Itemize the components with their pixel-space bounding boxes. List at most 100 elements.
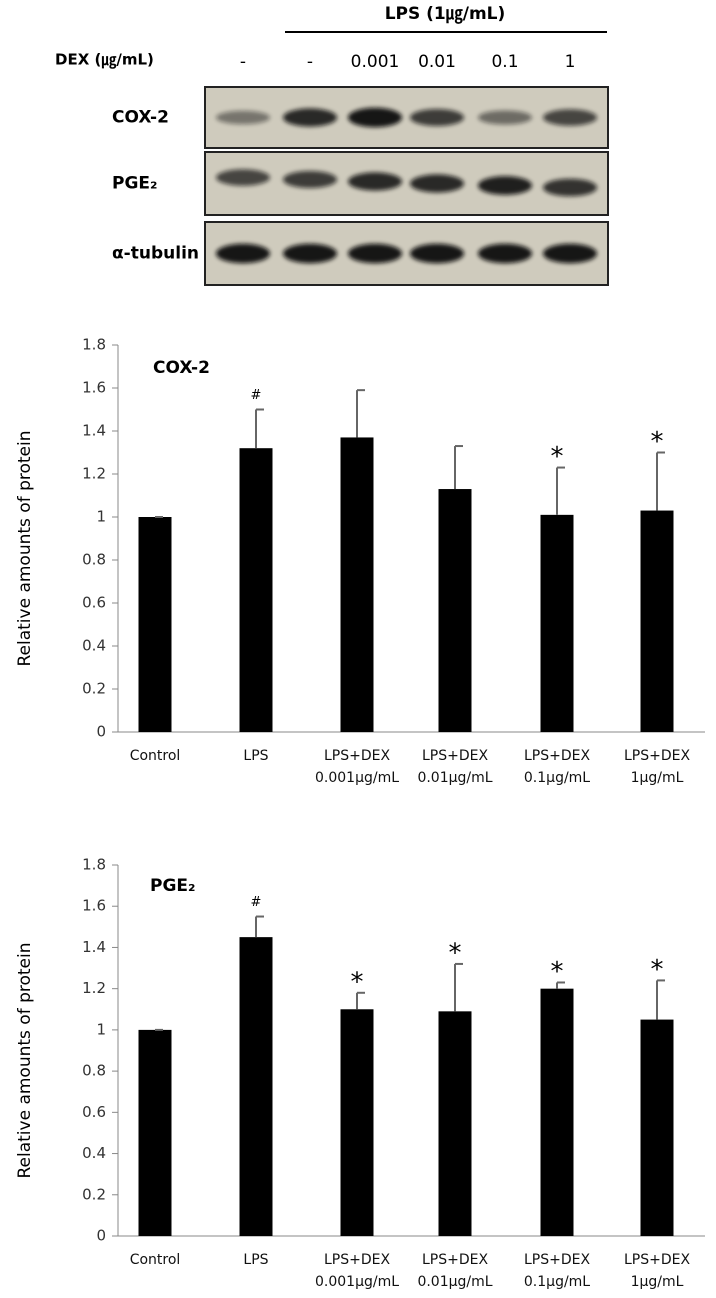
x-tick-label-line: Control (130, 1252, 181, 1268)
x-tick-label-line: 0.01μg/mL (417, 770, 492, 786)
blot-row-label: PGE₂ (112, 174, 157, 194)
x-tick-label-line: LPS+DEX (524, 748, 590, 764)
blot-band (410, 109, 464, 126)
blot-band (543, 243, 597, 264)
blot-band (216, 110, 270, 125)
x-tick-label-line: LPS (243, 748, 268, 764)
bar (340, 437, 374, 732)
x-tick-label-line: LPS+DEX (524, 1252, 590, 1268)
blot-band (216, 169, 270, 186)
blot-panel (204, 151, 609, 216)
dose-label: 1 (565, 52, 576, 72)
y-tick-label: 1 (96, 1020, 106, 1038)
significance-mark: # (251, 895, 262, 910)
significance-mark: * (651, 427, 664, 457)
blot-row-label: COX-2 (112, 108, 169, 128)
y-tick-label: 0.4 (82, 637, 106, 655)
y-tick-label: 0 (96, 1227, 106, 1245)
significance-mark: * (351, 967, 364, 997)
bar (340, 1009, 374, 1236)
blot-band (348, 107, 402, 128)
y-tick-label: 0.8 (82, 1062, 106, 1080)
x-tick-label-line: Control (130, 748, 181, 764)
dose-label: 0.1 (491, 52, 518, 72)
significance-mark: * (551, 442, 564, 472)
blot-panel (204, 221, 609, 286)
blot-band (216, 243, 270, 264)
x-tick-label-line: 1μg/mL (631, 770, 684, 786)
x-tick-label-line: 0.001μg/mL (315, 770, 399, 786)
bar (438, 489, 472, 732)
bar (640, 1019, 674, 1236)
chart-title: COX-2 (153, 358, 210, 378)
x-tick-label: LPS+DEX 0.1μg/mL (524, 748, 591, 786)
y-tick-label: 1.8 (82, 336, 106, 354)
x-tick-label: Control (130, 1252, 181, 1268)
y-axis-label: Relative amounts of protein (15, 942, 35, 1178)
y-tick-label: 1.2 (82, 465, 106, 483)
blot-row-label: α-tubulin (112, 244, 199, 264)
blot-band (283, 171, 337, 188)
x-tick-label: LPS (243, 748, 268, 764)
y-tick-label: 1.4 (82, 422, 106, 440)
x-tick-label: LPS+DEX 0.1μg/mL (524, 1252, 591, 1290)
blot-band (283, 243, 337, 264)
y-tick-label: 1.6 (82, 379, 106, 397)
x-tick-label-line: 1μg/mL (631, 1274, 684, 1290)
significance-mark: * (551, 957, 564, 987)
y-tick-label: 0.4 (82, 1144, 106, 1162)
blot-band (478, 176, 532, 195)
x-tick-label: LPS+DEX 0.01μg/mL (417, 1252, 492, 1290)
dose-label: - (307, 52, 313, 72)
blot-band (543, 178, 597, 197)
x-tick-label: LPS+DEX 0.001μg/mL (315, 748, 399, 786)
bar (540, 988, 574, 1236)
x-tick-label-line: LPS+DEX (624, 748, 690, 764)
bar (239, 448, 273, 732)
y-tick-label: 0.8 (82, 551, 106, 569)
bar (540, 514, 574, 732)
y-tick-label: 0 (96, 723, 106, 741)
chart-title: PGE₂ (150, 876, 195, 896)
bar (438, 1011, 472, 1236)
x-tick-label-line: LPS+DEX (324, 748, 390, 764)
y-axis-label: Relative amounts of protein (15, 430, 35, 666)
dex-label: DEX (㎍/mL) (55, 51, 154, 70)
x-tick-label: Control (130, 748, 181, 764)
blot-band (410, 174, 464, 193)
bar (138, 517, 172, 732)
x-tick-label-line: LPS+DEX (324, 1252, 390, 1268)
blot-band (543, 109, 597, 126)
x-tick-label: LPS+DEX 1μg/mL (624, 1252, 690, 1290)
x-tick-label: LPS (243, 1252, 268, 1268)
x-tick-label-line: LPS (243, 1252, 268, 1268)
significance-mark: * (651, 955, 664, 985)
bar (239, 937, 273, 1236)
x-tick-label-line: LPS+DEX (422, 1252, 488, 1268)
dose-label: - (240, 52, 246, 72)
bar (138, 1029, 172, 1236)
significance-mark: * (449, 938, 462, 968)
lps-label: LPS (1㎍/mL) (385, 4, 506, 25)
blot-band (478, 243, 532, 264)
y-tick-label: 1 (96, 508, 106, 526)
blot-panel (204, 86, 609, 149)
dose-label: 0.01 (418, 52, 456, 72)
x-tick-label-line: 0.01μg/mL (417, 1274, 492, 1290)
blot-band (410, 243, 464, 264)
x-tick-label: LPS+DEX 0.01μg/mL (417, 748, 492, 786)
y-tick-label: 1.2 (82, 979, 106, 997)
x-tick-label: LPS+DEX 0.001μg/mL (315, 1252, 399, 1290)
dose-label: 0.001 (351, 52, 400, 72)
blot-band (283, 108, 337, 127)
x-tick-label-line: 0.1μg/mL (524, 770, 590, 786)
blot-band (478, 110, 532, 125)
y-tick-label: 0.6 (82, 1103, 106, 1121)
x-tick-label-line: 0.1μg/mL (524, 1274, 590, 1290)
significance-mark: # (251, 388, 262, 403)
x-tick-label-line: 0.001μg/mL (315, 1274, 399, 1290)
y-tick-label: 1.4 (82, 938, 106, 956)
bar (640, 510, 674, 732)
x-tick-label-line: LPS+DEX (624, 1252, 690, 1268)
